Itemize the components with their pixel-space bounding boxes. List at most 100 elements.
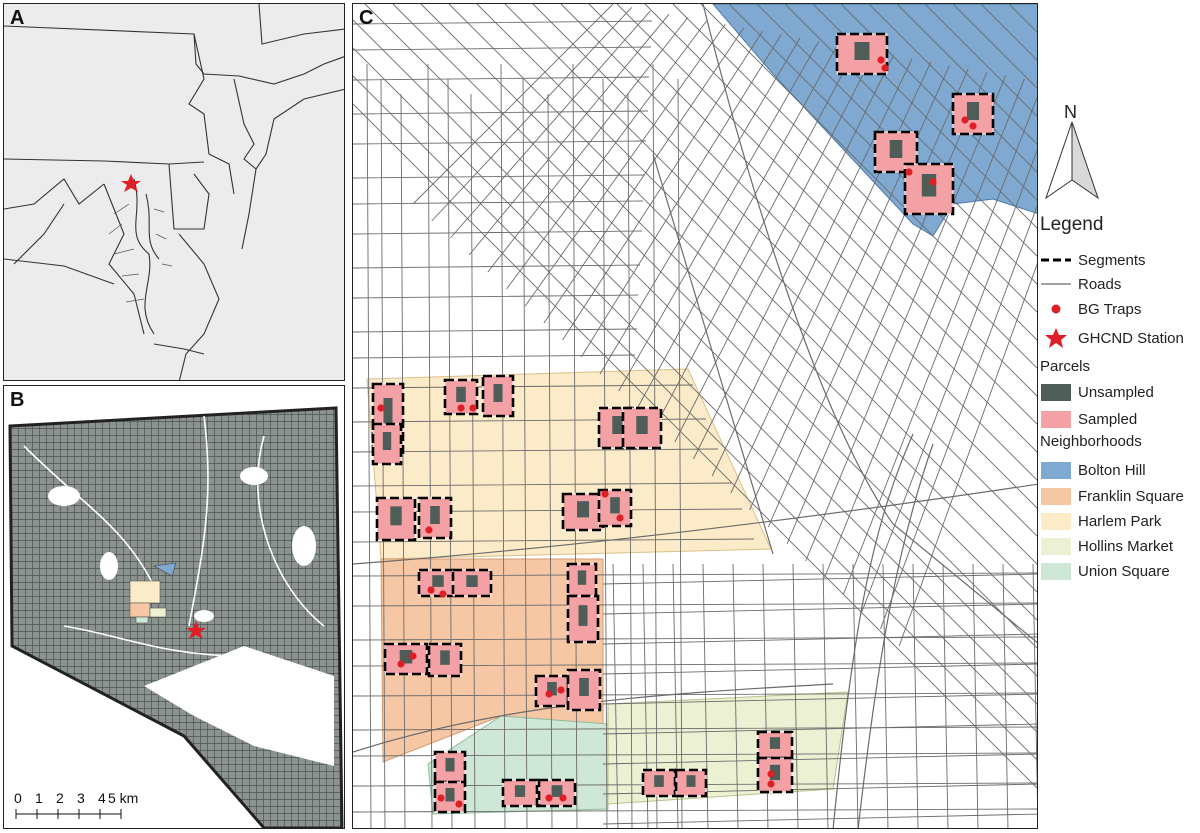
regional-map-panel: A bbox=[3, 3, 345, 381]
parcel-block bbox=[433, 750, 467, 784]
bg-trap bbox=[905, 168, 913, 176]
bg-trap bbox=[616, 514, 624, 522]
scale-tick-label: 3 bbox=[77, 790, 85, 806]
bg-trap bbox=[397, 660, 405, 668]
legend-label: Franklin Square bbox=[1078, 487, 1184, 505]
dashed-line-icon bbox=[1041, 258, 1071, 262]
parcel-block bbox=[451, 568, 493, 598]
parcel-block bbox=[566, 594, 600, 644]
legend-item-sampled: Sampled bbox=[1040, 409, 1137, 429]
legend-item-roads: Roads bbox=[1040, 274, 1121, 294]
legend-section-parcels: Parcels bbox=[1040, 358, 1091, 375]
bg-trap bbox=[425, 526, 433, 534]
scale-tick-label: 1 bbox=[35, 790, 43, 806]
swatch-sampled bbox=[1041, 410, 1071, 428]
parcel-block bbox=[383, 642, 429, 676]
parcel-block bbox=[835, 32, 889, 76]
red-dot-icon bbox=[1051, 304, 1061, 314]
parcel-block bbox=[501, 778, 539, 808]
legend-label: BG Traps bbox=[1078, 300, 1142, 318]
study-area-map bbox=[353, 4, 1037, 828]
parcel-block bbox=[674, 768, 708, 798]
parcel-block bbox=[417, 496, 453, 540]
parcel-block bbox=[756, 756, 794, 794]
ghcnd-station-star bbox=[186, 621, 206, 639]
parcel-block bbox=[597, 488, 633, 528]
bg-trap bbox=[969, 122, 977, 130]
parcel-block bbox=[537, 778, 577, 808]
scale-tick-label: 5 km bbox=[108, 790, 139, 806]
parcel-block bbox=[561, 492, 605, 532]
parcel-block bbox=[641, 768, 677, 798]
bg-trap bbox=[457, 404, 465, 412]
legend-item-bolton-hill: Bolton Hill bbox=[1040, 460, 1146, 480]
bg-trap bbox=[469, 404, 477, 412]
parcel-block bbox=[417, 568, 459, 598]
legend-label: Roads bbox=[1078, 275, 1122, 293]
legend-item-segments: Segments bbox=[1040, 250, 1146, 270]
city-map bbox=[8, 406, 344, 828]
swatch-franklin-square bbox=[1041, 487, 1071, 505]
map-legend: N Legend Segments Roads BG Traps GHCND S… bbox=[1040, 100, 1200, 600]
bg-trap bbox=[929, 178, 937, 186]
panel-label-c: C bbox=[359, 7, 374, 29]
bg-trap bbox=[409, 652, 417, 660]
legend-label: Union Square bbox=[1078, 562, 1170, 580]
swatch-harlem-park bbox=[1041, 512, 1071, 530]
north-arrow-icon bbox=[1045, 121, 1099, 200]
legend-item-bg-traps: BG Traps bbox=[1040, 299, 1141, 319]
legend-title: Legend bbox=[1040, 214, 1104, 235]
bg-trap bbox=[877, 56, 885, 64]
bg-trap bbox=[961, 116, 969, 124]
legend-item-unsampled: Unsampled bbox=[1040, 382, 1154, 402]
swatch-unsampled bbox=[1041, 383, 1071, 401]
panel-label-b: B bbox=[10, 389, 25, 411]
legend-item-union-square: Union Square bbox=[1040, 561, 1170, 581]
swatch-union-square bbox=[1041, 562, 1071, 580]
scale-tick-label: 4 bbox=[98, 790, 106, 806]
bg-trap bbox=[455, 800, 463, 808]
bg-trap bbox=[545, 794, 553, 802]
bg-trap bbox=[767, 770, 775, 778]
bg-trap bbox=[545, 690, 553, 698]
parcel-block bbox=[756, 730, 794, 760]
swatch-hollins-market bbox=[1041, 537, 1071, 555]
parcel-block bbox=[566, 668, 602, 712]
legend-label: Harlem Park bbox=[1078, 512, 1162, 530]
study-area-panel: C bbox=[352, 3, 1038, 829]
north-label: N bbox=[1064, 102, 1077, 122]
legend-item-franklin-square: Franklin Square bbox=[1040, 486, 1184, 506]
legend-label: Bolton Hill bbox=[1078, 461, 1146, 479]
bg-trap bbox=[557, 686, 565, 694]
thin-line-icon bbox=[1041, 283, 1071, 285]
legend-label: Unsampled bbox=[1078, 383, 1154, 401]
scale-bar-line bbox=[15, 809, 122, 819]
panel-label-a: A bbox=[10, 7, 25, 29]
regional-map bbox=[4, 4, 344, 380]
parcel-block bbox=[621, 406, 663, 450]
red-star-icon bbox=[1045, 328, 1067, 348]
legend-label: Hollins Market bbox=[1078, 537, 1174, 555]
scale-tick-label: 0 bbox=[14, 790, 22, 806]
parcel-block bbox=[481, 374, 515, 418]
bg-trap bbox=[559, 794, 567, 802]
bg-trap bbox=[439, 590, 447, 598]
bg-trap bbox=[601, 490, 609, 498]
legend-label: Segments bbox=[1078, 251, 1146, 269]
legend-label: GHCND Station bbox=[1078, 329, 1184, 347]
bg-trap bbox=[437, 794, 445, 802]
swatch-bolton-hill bbox=[1041, 461, 1071, 479]
bg-trap bbox=[881, 64, 889, 72]
parcel-block bbox=[375, 496, 417, 542]
legend-section-neighborhoods: Neighborhoods bbox=[1040, 433, 1142, 450]
legend-item-ghcnd-station: GHCND Station bbox=[1040, 328, 1184, 348]
bg-trap bbox=[767, 780, 775, 788]
scale-tick-label: 2 bbox=[56, 790, 64, 806]
ghcnd-station-star bbox=[121, 174, 141, 192]
legend-item-hollins-market: Hollins Market bbox=[1040, 536, 1173, 556]
bg-trap bbox=[427, 586, 435, 594]
city-map-panel: B bbox=[3, 385, 345, 829]
parcel-block bbox=[371, 422, 403, 466]
parcel-block bbox=[427, 642, 463, 678]
legend-item-harlem-park: Harlem Park bbox=[1040, 511, 1161, 531]
